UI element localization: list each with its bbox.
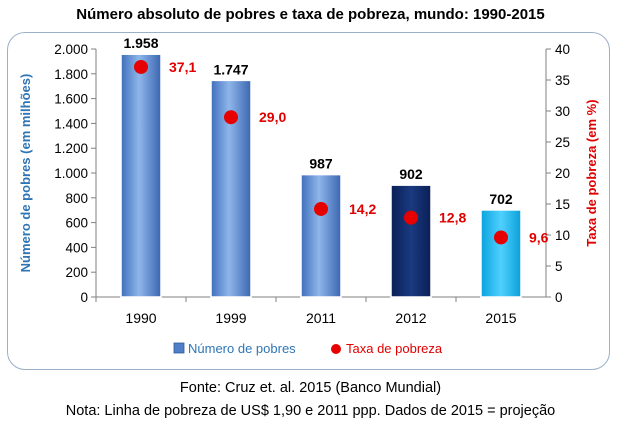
y-axis-title-left: Número de pobres (em milhões) bbox=[18, 74, 33, 273]
rate-marker-2012 bbox=[404, 210, 418, 225]
x-tick-label: 1990 bbox=[125, 310, 156, 326]
y-tick-label-left: 1.400 bbox=[54, 116, 88, 131]
source-note: Fonte: Cruz et. al. 2015 (Banco Mundial) bbox=[179, 380, 442, 396]
y-tick-label-left: 1.000 bbox=[54, 166, 88, 181]
chart-title: Número absoluto de pobres e taxa de pobr… bbox=[76, 6, 545, 23]
rate-marker-1990 bbox=[134, 59, 148, 74]
y-tick-label-left: 2.000 bbox=[54, 42, 88, 57]
x-tick-label: 2011 bbox=[306, 310, 336, 326]
methodology-note: Nota: Linha de pobreza de US$ 1,90 e 201… bbox=[65, 403, 556, 419]
rate-value-label: 9,6 bbox=[529, 229, 549, 245]
legend-label-bars: Número de pobres bbox=[188, 341, 296, 356]
legend-swatch-bars bbox=[173, 342, 185, 354]
bar-value-label: 902 bbox=[399, 166, 423, 182]
x-tick-label: 2012 bbox=[395, 310, 426, 326]
rate-marker-2015 bbox=[494, 230, 508, 245]
bar-2015 bbox=[480, 209, 522, 298]
y-tick-label-right: 30 bbox=[555, 104, 570, 119]
rate-value-label: 37,1 bbox=[169, 59, 196, 75]
y-tick-label-right: 15 bbox=[555, 197, 570, 212]
bar-value-label: 702 bbox=[489, 191, 513, 207]
bar-value-label: 1.958 bbox=[123, 35, 158, 51]
rate-marker-2011 bbox=[314, 201, 328, 216]
bar-2011 bbox=[300, 173, 342, 298]
rate-value-label: 14,2 bbox=[349, 201, 376, 217]
x-tick-label: 2015 bbox=[485, 310, 516, 326]
rate-value-label: 12,8 bbox=[439, 210, 466, 226]
legend-label-markers: Taxa de pobreza bbox=[346, 341, 443, 356]
y-tick-label-left: 200 bbox=[65, 265, 88, 280]
bar-1990 bbox=[120, 53, 162, 298]
y-tick-label-right: 10 bbox=[555, 228, 570, 243]
y-tick-label-left: 1.200 bbox=[54, 141, 88, 156]
bar-2012 bbox=[390, 184, 432, 298]
y-tick-label-right: 0 bbox=[555, 290, 563, 305]
y-tick-label-left: 400 bbox=[65, 240, 88, 255]
y-tick-label-left: 0 bbox=[80, 290, 88, 305]
y-tick-label-right: 40 bbox=[555, 42, 570, 57]
rate-value-label: 29,0 bbox=[259, 109, 286, 125]
legend-swatch-markers bbox=[331, 344, 341, 354]
y-tick-label-left: 600 bbox=[65, 216, 88, 231]
y-tick-label-right: 25 bbox=[555, 135, 570, 150]
y-tick-label-left: 1.600 bbox=[54, 92, 88, 107]
y-tick-label-right: 35 bbox=[555, 73, 570, 88]
y-tick-label-right: 5 bbox=[555, 259, 563, 274]
y-tick-label-left: 1.800 bbox=[54, 67, 88, 82]
y-tick-label-left: 800 bbox=[65, 191, 88, 206]
y-axis-title-right: Taxa de pobreza (em %) bbox=[584, 99, 599, 246]
bar-value-label: 1.747 bbox=[213, 61, 248, 77]
x-tick-label: 1999 bbox=[215, 310, 246, 326]
y-tick-label-right: 20 bbox=[555, 166, 570, 181]
rate-marker-1999 bbox=[224, 110, 238, 125]
bar-value-label: 987 bbox=[309, 156, 333, 172]
